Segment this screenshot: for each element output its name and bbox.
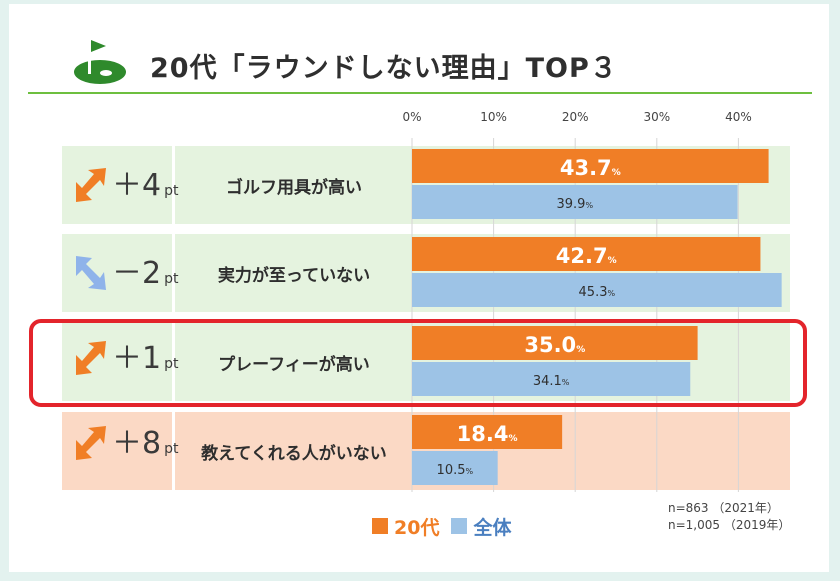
title-underline [28, 92, 812, 94]
highlight-frame [29, 319, 807, 407]
value-label-overall: 10.5% [437, 463, 474, 478]
arrow-up-right-icon [76, 168, 106, 202]
diff-value: ＋4 [112, 168, 162, 203]
bar-20s [412, 415, 563, 449]
x-tick-label: 40% [725, 110, 752, 124]
x-tick-label: 30% [643, 110, 670, 124]
bar-overall [412, 273, 782, 307]
arrow-up-right-icon [76, 341, 106, 375]
column-divider [172, 146, 175, 491]
value-label-20s: 18.4% [457, 422, 518, 446]
bar-overall [412, 451, 498, 485]
x-tick-label: 20% [562, 110, 589, 124]
bar-20s [412, 326, 698, 360]
bar-20s [412, 237, 761, 271]
x-tick-label: 10% [480, 110, 507, 124]
value-label-20s: 43.7% [560, 156, 621, 180]
diff-unit: pt [164, 271, 179, 287]
sample-note-2019: n=1,005 （2019年） [668, 518, 791, 532]
x-tick-label: 0% [402, 110, 421, 124]
diff-value: ＋8 [112, 426, 162, 461]
value-label-overall: 39.9% [557, 197, 594, 212]
category-label: 教えてくれる人がいない [201, 443, 387, 464]
diff-cell-3: ＋1 pt [62, 323, 178, 401]
diff-unit: pt [164, 356, 179, 372]
category-label: ゴルフ用具が高い [226, 177, 362, 198]
legend-swatch-orange [372, 518, 388, 534]
arrow-up-right-icon [76, 426, 106, 460]
diff-unit: pt [164, 183, 179, 199]
category-label: 実力が至っていない [217, 265, 371, 286]
value-label-20s: 35.0% [524, 333, 585, 357]
diff-cell-1: ＋4 pt [62, 146, 178, 224]
bar-20s [412, 149, 769, 183]
diff-cell-4: ＋8 pt [62, 412, 178, 490]
value-label-overall: 34.1% [533, 374, 570, 389]
legend-swatch-blue [451, 518, 468, 534]
diff-value: ＋1 [112, 341, 162, 376]
diff-value: －2 [112, 256, 162, 291]
bar-overall [412, 362, 691, 396]
category-label: プレーフィーが高い [218, 354, 370, 375]
arrow-down-right-icon [76, 256, 106, 290]
legend-label: 20代 [394, 516, 440, 539]
legend-label: 全体 [473, 516, 512, 539]
value-label-overall: 45.3% [579, 285, 616, 300]
diff-cell-2: －2 pt [62, 234, 178, 312]
diff-unit: pt [164, 441, 179, 457]
bar-overall [412, 185, 738, 219]
sample-note-2021: n=863 （2021年） [668, 501, 779, 515]
chart-legend: 20代 全体 [372, 512, 511, 540]
chart-title: 20代「ラウンドしない理由」TOP３ [150, 53, 618, 84]
golf-flag-icon [74, 40, 126, 84]
value-label-20s: 42.7% [556, 244, 617, 268]
